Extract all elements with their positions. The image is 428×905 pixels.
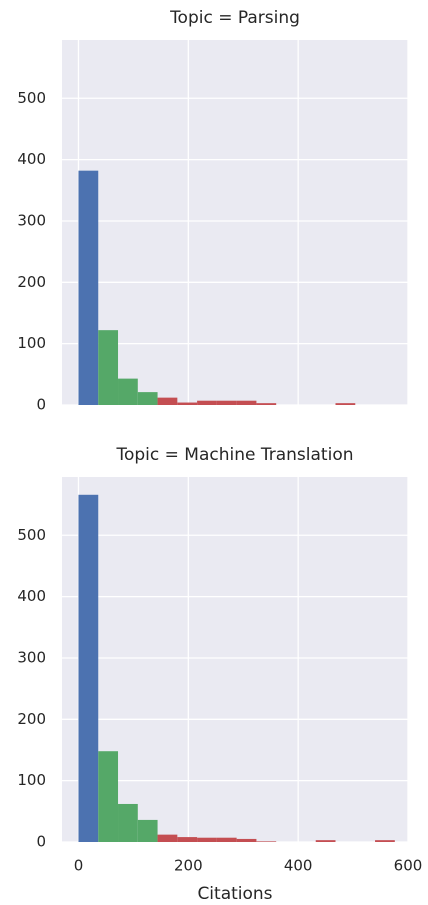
y-tick-label: 0 [36, 833, 46, 851]
y-tick-label: 500 [17, 526, 46, 544]
bar [177, 402, 198, 405]
bar [375, 840, 395, 842]
bar [236, 838, 257, 842]
bar [216, 837, 237, 842]
bar [197, 400, 217, 405]
y-tick-label: 100 [17, 771, 46, 789]
bar [236, 400, 257, 405]
bar [157, 397, 178, 405]
bar [315, 840, 336, 842]
bar [118, 803, 138, 842]
y-tick-label: 200 [17, 273, 46, 291]
y-tick-label: 400 [17, 587, 46, 605]
bar [256, 841, 277, 842]
bar [78, 494, 99, 842]
bar [118, 378, 138, 405]
bar [256, 403, 277, 405]
bar [78, 170, 99, 405]
y-tick-label: 200 [17, 710, 46, 728]
x-tick-label: 200 [174, 857, 203, 875]
bar [157, 834, 178, 842]
y-tick-label: 300 [17, 211, 46, 229]
y-tick-label: 500 [17, 89, 46, 107]
bar [335, 403, 356, 405]
y-tick-label: 100 [17, 334, 46, 352]
bar [216, 400, 237, 405]
y-tick-label: 0 [36, 396, 46, 414]
y-tick-label: 300 [17, 648, 46, 666]
bar [98, 751, 119, 842]
bar [197, 837, 217, 842]
x-tick-label: 400 [284, 857, 313, 875]
bar [98, 330, 119, 405]
x-axis-label: Citations [197, 884, 272, 904]
panel-title: Topic = Parsing [169, 8, 300, 28]
bar [137, 392, 158, 405]
y-tick-label: 400 [17, 150, 46, 168]
x-tick-label: 600 [394, 857, 423, 875]
bar [137, 819, 158, 842]
panel-title: Topic = Machine Translation [115, 445, 353, 465]
bar [177, 837, 198, 842]
x-tick-label: 0 [74, 857, 84, 875]
